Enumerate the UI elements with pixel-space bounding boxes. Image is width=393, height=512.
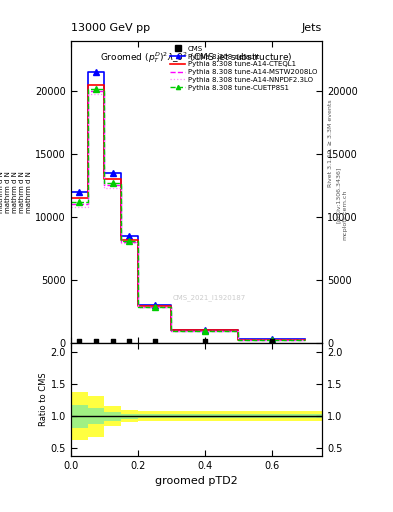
- Point: [151, 336, 158, 345]
- Text: mcplots.cern.ch: mcplots.cern.ch: [342, 190, 347, 240]
- Point: [93, 336, 99, 345]
- X-axis label: groomed pTD2: groomed pTD2: [155, 476, 238, 486]
- Text: CMS_2021_I1920187: CMS_2021_I1920187: [173, 294, 246, 301]
- Text: [arXiv:1306.3436]: [arXiv:1306.3436]: [336, 166, 341, 223]
- Point: [269, 336, 275, 345]
- Text: 13000 GeV pp: 13000 GeV pp: [71, 23, 150, 33]
- Y-axis label: Ratio to CMS: Ratio to CMS: [39, 372, 48, 426]
- Y-axis label: mathrm d N
mathrm d N
mathrm d N
mathrm d N
mathrm d N
mathrm d N
mathrm d N
mat: mathrm d N mathrm d N mathrm d N mathrm …: [0, 171, 32, 212]
- Legend: CMS, Pythia 8.308 default, Pythia 8.308 tune-A14-CTEQL1, Pythia 8.308 tune-A14-M: CMS, Pythia 8.308 default, Pythia 8.308 …: [169, 45, 319, 92]
- Text: Jets: Jets: [302, 23, 322, 33]
- Point: [126, 336, 132, 345]
- Point: [76, 336, 82, 345]
- Point: [202, 336, 208, 345]
- Point: [110, 336, 116, 345]
- Text: Rivet 3.1.10, ≥ 3.3M events: Rivet 3.1.10, ≥ 3.3M events: [328, 99, 333, 187]
- Text: Groomed $(p_T^D)^2\lambda\_0^2$ (CMS jet substructure): Groomed $(p_T^D)^2\lambda\_0^2$ (CMS jet…: [100, 50, 293, 65]
